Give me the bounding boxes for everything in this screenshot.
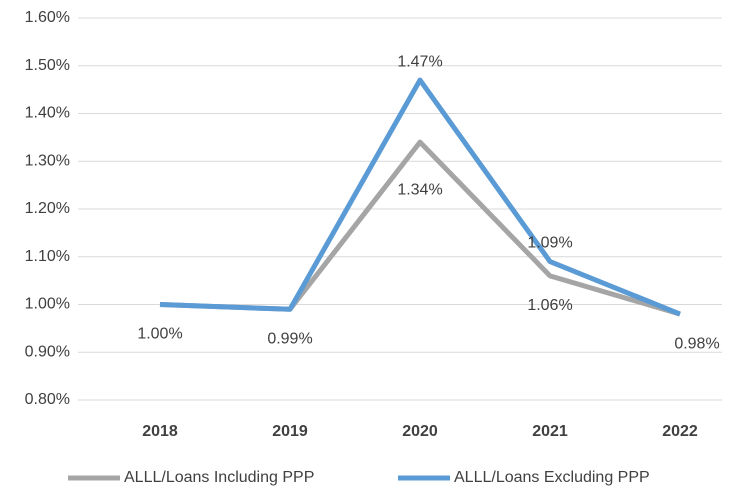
x-tick-label: 2019 bbox=[272, 423, 308, 440]
legend-label: ALLL/Loans Including PPP bbox=[124, 469, 314, 486]
y-tick-label: 1.50% bbox=[25, 57, 70, 74]
y-tick-label: 0.90% bbox=[25, 343, 70, 360]
data-label: 0.99% bbox=[267, 330, 312, 347]
x-tick-label: 2021 bbox=[532, 423, 568, 440]
y-tick-label: 1.60% bbox=[25, 9, 70, 26]
x-tick-label: 2022 bbox=[662, 423, 698, 440]
data-label: 0.98% bbox=[674, 335, 719, 352]
x-tick-label: 2020 bbox=[402, 423, 438, 440]
y-tick-label: 1.40% bbox=[25, 105, 70, 122]
legend-label: ALLL/Loans Excluding PPP bbox=[454, 469, 650, 486]
y-tick-label: 1.20% bbox=[25, 200, 70, 217]
y-tick-label: 1.30% bbox=[25, 152, 70, 169]
data-label: 1.09% bbox=[527, 235, 572, 252]
y-tick-label: 0.80% bbox=[25, 391, 70, 408]
series-line bbox=[159, 139, 681, 317]
data-label: 1.00% bbox=[137, 326, 182, 343]
y-tick-label: 1.10% bbox=[25, 248, 70, 265]
data-label: 1.34% bbox=[397, 181, 442, 198]
x-tick-label: 2018 bbox=[142, 423, 178, 440]
series-line bbox=[159, 77, 681, 317]
data-label: 1.47% bbox=[397, 53, 442, 70]
data-label: 1.06% bbox=[527, 297, 572, 314]
y-tick-label: 1.00% bbox=[25, 296, 70, 313]
